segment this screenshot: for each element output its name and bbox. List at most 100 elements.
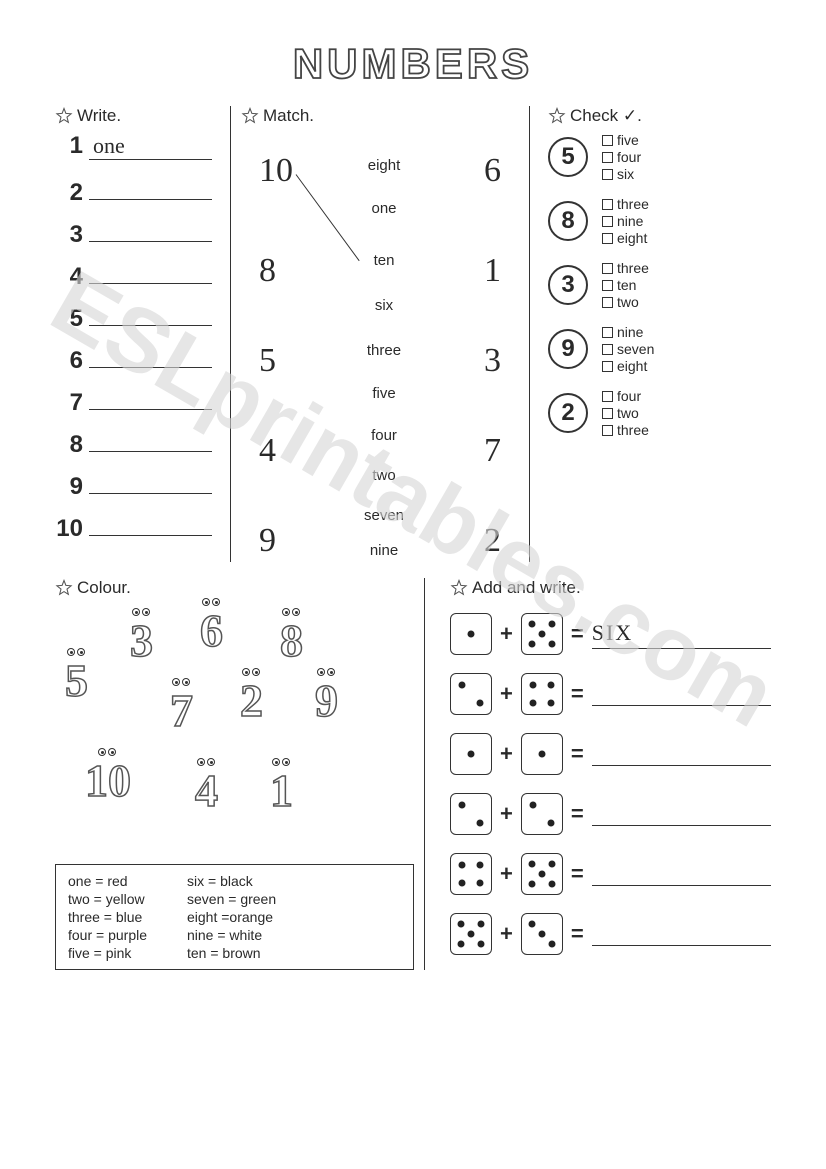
die-icon <box>521 793 563 835</box>
colour-number[interactable]: 7 <box>170 684 193 737</box>
check-option[interactable]: nine <box>602 324 654 340</box>
checkbox-icon[interactable] <box>602 233 613 244</box>
write-answer-line[interactable] <box>89 384 212 410</box>
write-answer-line[interactable] <box>89 216 212 242</box>
match-word[interactable]: seven <box>349 507 419 524</box>
colour-number[interactable]: 1 <box>270 764 293 817</box>
check-option[interactable]: four <box>602 149 641 165</box>
match-word[interactable]: two <box>349 467 419 484</box>
checkbox-icon[interactable] <box>602 408 613 419</box>
check-group: 2fourtwothree <box>548 388 770 438</box>
match-word[interactable]: four <box>349 427 419 444</box>
match-word[interactable]: three <box>349 342 419 359</box>
add-row: += <box>450 784 771 844</box>
checkbox-icon[interactable] <box>602 425 613 436</box>
match-word[interactable]: nine <box>349 542 419 559</box>
write-row: 7 <box>55 384 230 426</box>
match-right-number[interactable]: 3 <box>484 342 501 380</box>
check-option[interactable]: five <box>602 132 641 148</box>
match-left-number[interactable]: 9 <box>259 522 276 560</box>
checkbox-icon[interactable] <box>602 152 613 163</box>
check-option[interactable]: three <box>602 196 649 212</box>
match-word[interactable]: five <box>349 385 419 402</box>
check-group: 3threetentwo <box>548 260 770 310</box>
eyes-icon <box>202 598 222 608</box>
check-option[interactable]: two <box>602 405 649 421</box>
match-right-number[interactable]: 2 <box>484 522 501 560</box>
colour-number[interactable]: 5 <box>65 654 88 707</box>
checkbox-icon[interactable] <box>602 135 613 146</box>
check-option[interactable]: two <box>602 294 649 310</box>
die-icon <box>450 673 492 715</box>
match-left-number[interactable]: 5 <box>259 342 276 380</box>
match-word[interactable]: one <box>349 200 419 217</box>
write-answer-line[interactable] <box>89 342 212 368</box>
legend-entry: four = purple <box>68 927 147 943</box>
match-label: Match. <box>263 106 314 126</box>
colour-number[interactable]: 8 <box>280 614 303 667</box>
checkbox-icon[interactable] <box>602 391 613 402</box>
write-label: Write. <box>77 106 121 126</box>
write-row: 4 <box>55 258 230 300</box>
checkbox-icon[interactable] <box>602 344 613 355</box>
add-answer-line[interactable] <box>592 922 771 946</box>
eyes-icon <box>172 678 192 688</box>
checkbox-icon[interactable] <box>602 361 613 372</box>
match-left-number[interactable]: 4 <box>259 432 276 470</box>
match-word[interactable]: six <box>349 297 419 314</box>
check-option[interactable]: three <box>602 260 649 276</box>
colour-number[interactable]: 9 <box>315 674 338 727</box>
checkbox-icon[interactable] <box>602 216 613 227</box>
write-answer-line[interactable] <box>89 510 212 536</box>
check-option[interactable]: nine <box>602 213 649 229</box>
write-number: 2 <box>55 179 89 207</box>
check-option-label: five <box>617 132 639 148</box>
add-answer-line[interactable]: SIX <box>592 620 771 649</box>
write-answer-line[interactable] <box>89 426 212 452</box>
write-answer-line[interactable] <box>89 174 212 200</box>
match-word[interactable]: eight <box>349 157 419 174</box>
check-option[interactable]: eight <box>602 358 654 374</box>
write-answer-line[interactable] <box>89 300 212 326</box>
add-answer-line[interactable] <box>592 862 771 886</box>
colour-number[interactable]: 2 <box>240 674 263 727</box>
match-left-number[interactable]: 8 <box>259 252 276 290</box>
checkbox-icon[interactable] <box>602 169 613 180</box>
check-option[interactable]: four <box>602 388 649 404</box>
add-row: += <box>450 664 771 724</box>
checkbox-icon[interactable] <box>602 263 613 274</box>
write-number: 10 <box>55 515 89 543</box>
check-option[interactable]: three <box>602 422 649 438</box>
check-option[interactable]: six <box>602 166 641 182</box>
add-answer-line[interactable] <box>592 742 771 766</box>
check-option[interactable]: eight <box>602 230 649 246</box>
match-left-number[interactable]: 10 <box>259 152 293 190</box>
colour-number[interactable]: 3 <box>130 614 153 667</box>
checkbox-icon[interactable] <box>602 280 613 291</box>
check-option-label: eight <box>617 358 647 374</box>
match-right-number[interactable]: 1 <box>484 252 501 290</box>
die-icon <box>450 613 492 655</box>
add-answer-line[interactable] <box>592 802 771 826</box>
checkbox-icon[interactable] <box>602 297 613 308</box>
match-word[interactable]: ten <box>349 252 419 269</box>
plus-icon: + <box>500 861 513 887</box>
write-answer-line[interactable] <box>89 258 212 284</box>
colour-number[interactable]: 10 <box>85 754 131 807</box>
checkbox-icon[interactable] <box>602 199 613 210</box>
match-right-number[interactable]: 7 <box>484 432 501 470</box>
check-option[interactable]: ten <box>602 277 649 293</box>
write-number: 6 <box>55 347 89 375</box>
write-number: 5 <box>55 305 89 333</box>
colour-number[interactable]: 6 <box>200 604 223 657</box>
check-option-label: eight <box>617 230 647 246</box>
colour-number[interactable]: 4 <box>195 764 218 817</box>
write-answer-line[interactable]: one <box>89 133 212 160</box>
match-right-number[interactable]: 6 <box>484 152 501 190</box>
add-answer-line[interactable] <box>592 682 771 706</box>
checkbox-icon[interactable] <box>602 327 613 338</box>
die-icon <box>450 913 492 955</box>
legend-entry: eight =orange <box>187 909 276 925</box>
write-answer-line[interactable] <box>89 468 212 494</box>
check-option[interactable]: seven <box>602 341 654 357</box>
